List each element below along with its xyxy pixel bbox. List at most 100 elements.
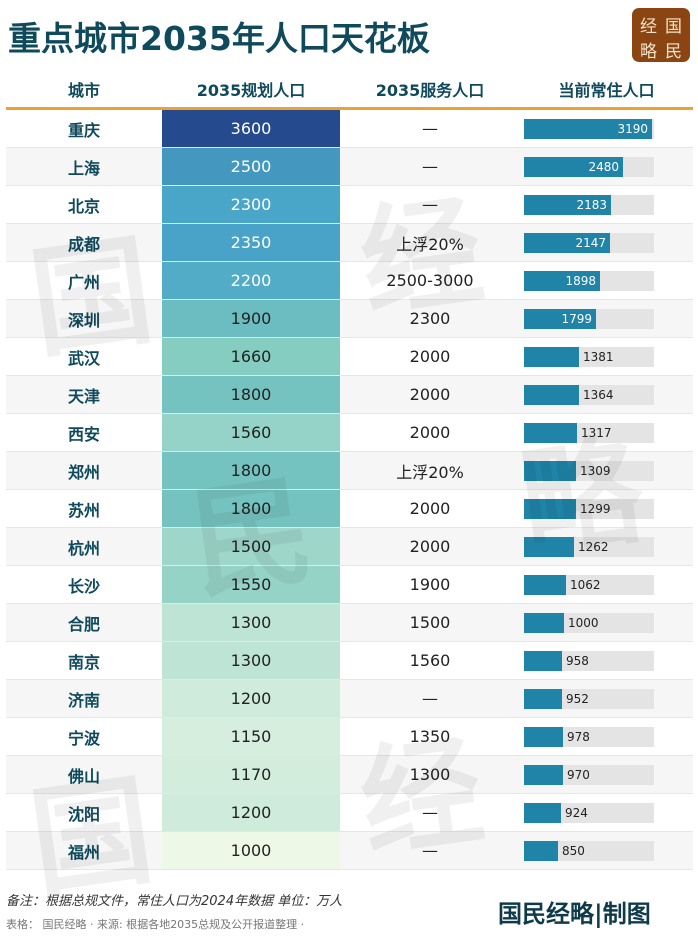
cell-service: 2300 <box>409 309 451 328</box>
plan-value: 2300 <box>230 195 272 214</box>
plan-value: 1300 <box>230 651 272 670</box>
cell-plan: 3600 <box>162 110 340 147</box>
bar-track: 958 <box>524 651 654 671</box>
footnote: 备注：根据总规文件，常住人口为2024年数据 单位：万人 <box>6 894 343 909</box>
table-row: 佛山 1170 1300 970 <box>6 756 693 794</box>
cell-city: 深圳 <box>67 310 100 330</box>
plan-value: 1150 <box>230 727 272 746</box>
logo-char: 国 <box>665 17 682 37</box>
cell-current: 1062 <box>520 566 693 603</box>
plan-value: 2200 <box>230 271 272 290</box>
cell-plan: 1800 <box>162 452 340 489</box>
current-bar <box>524 461 576 481</box>
bar-track: 1317 <box>524 423 654 443</box>
cell-current: 1262 <box>520 528 693 565</box>
plan-value: 1800 <box>230 385 272 404</box>
cell-plan: 1800 <box>162 376 340 413</box>
current-bar <box>524 803 561 823</box>
table-row: 合肥 1300 1500 1000 <box>6 604 693 642</box>
bar-track: 978 <box>524 727 654 747</box>
cell-current: 3190 <box>520 110 693 147</box>
bar-track: 3190 <box>524 119 654 139</box>
cell-service: 上浮20% <box>396 462 464 482</box>
cell-city: 西安 <box>67 424 100 444</box>
cell-city: 沈阳 <box>67 804 100 824</box>
plan-value: 1500 <box>230 537 272 556</box>
current-value: 952 <box>566 692 589 706</box>
cell-service: 2000 <box>409 537 451 556</box>
bar-track: 1364 <box>524 385 654 405</box>
cell-city: 天津 <box>67 386 100 406</box>
table-row: 武汉 1660 2000 1381 <box>6 338 693 376</box>
header-city: 城市 <box>67 81 100 100</box>
current-value: 1262 <box>578 540 609 554</box>
cell-current: 978 <box>520 718 693 755</box>
cell-plan: 1300 <box>162 642 340 679</box>
current-value: 958 <box>566 654 589 668</box>
cell-city: 福州 <box>67 842 100 862</box>
cell-plan: 1170 <box>162 756 340 793</box>
bar-track: 1309 <box>524 461 654 481</box>
cell-city: 武汉 <box>67 348 100 368</box>
plan-value: 3600 <box>230 119 272 138</box>
cell-current: 2480 <box>520 148 693 185</box>
table-row: 北京 2300 — 2183 <box>6 186 693 224</box>
current-bar <box>524 765 563 785</box>
bar-track: 970 <box>524 765 654 785</box>
cell-service: — <box>422 195 438 214</box>
cell-service: 1560 <box>409 651 451 670</box>
bar-track: 1299 <box>524 499 654 519</box>
plan-value: 1550 <box>230 575 272 594</box>
plan-value: 1300 <box>230 613 272 632</box>
cell-current: 1299 <box>520 490 693 527</box>
cell-plan: 2350 <box>162 224 340 261</box>
brand-signature: 国民经略|制图 <box>498 899 651 928</box>
cell-plan: 1300 <box>162 604 340 641</box>
table-row: 济南 1200 — 952 <box>6 680 693 718</box>
cell-service: — <box>422 119 438 138</box>
cell-current: 1898 <box>520 262 693 299</box>
bar-track: 1262 <box>524 537 654 557</box>
table-row: 上海 2500 — 2480 <box>6 148 693 186</box>
current-value: 1898 <box>565 274 596 288</box>
header-service: 2035服务人口 <box>375 81 485 100</box>
cell-city: 重庆 <box>67 120 100 140</box>
current-bar <box>524 195 611 215</box>
plan-value: 1200 <box>230 803 272 822</box>
cell-city: 宁波 <box>67 728 100 748</box>
cell-city: 郑州 <box>67 462 100 482</box>
cell-service: 2000 <box>409 385 451 404</box>
bar-track: 952 <box>524 689 654 709</box>
cell-plan: 1900 <box>162 300 340 337</box>
current-value: 1317 <box>581 426 612 440</box>
table-row: 宁波 1150 1350 978 <box>6 718 693 756</box>
cell-service: — <box>422 157 438 176</box>
current-value: 3190 <box>617 122 648 136</box>
cell-plan: 1200 <box>162 794 340 831</box>
table-row: 西安 1560 2000 1317 <box>6 414 693 452</box>
bar-track: 1000 <box>524 613 654 633</box>
current-value: 850 <box>562 844 585 858</box>
current-value: 924 <box>565 806 588 820</box>
cell-plan: 1150 <box>162 718 340 755</box>
cell-plan: 2200 <box>162 262 340 299</box>
current-bar <box>524 423 577 443</box>
cell-city: 广州 <box>67 272 100 292</box>
header-divider <box>6 107 693 110</box>
table-row: 福州 1000 — 850 <box>6 832 693 870</box>
plan-value: 1660 <box>230 347 272 366</box>
cell-plan: 2300 <box>162 186 340 223</box>
bar-track: 1898 <box>524 271 654 291</box>
current-bar <box>524 841 558 861</box>
table-row: 苏州 1800 2000 1299 <box>6 490 693 528</box>
cell-service: 2000 <box>409 499 451 518</box>
table-row: 成都 2350 上浮20% 2147 <box>6 224 693 262</box>
current-bar <box>524 119 652 139</box>
logo-char: 略 <box>640 42 657 62</box>
table-row: 广州 2200 2500-3000 1898 <box>6 262 693 300</box>
table-row: 杭州 1500 2000 1262 <box>6 528 693 566</box>
table-row: 南京 1300 1560 958 <box>6 642 693 680</box>
current-value: 970 <box>567 768 590 782</box>
current-bar <box>524 347 579 367</box>
